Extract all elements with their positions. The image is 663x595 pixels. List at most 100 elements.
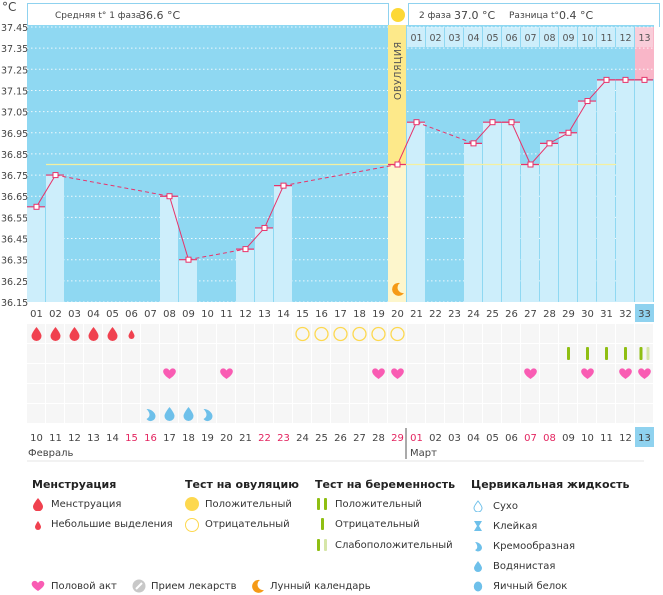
event-cell [236, 344, 254, 363]
temperature-point [185, 256, 192, 263]
event-cell [502, 384, 520, 403]
event-cell [483, 324, 501, 343]
calendar-date: 21 [239, 433, 252, 444]
legend-ovulation-test-title: Тест на овуляцию [185, 478, 299, 491]
temperature-point [394, 161, 401, 168]
event-cell [65, 344, 83, 363]
dpo-header-cell [464, 27, 482, 47]
event-cell [426, 344, 444, 363]
event-cell [141, 384, 159, 403]
event-cell [388, 384, 406, 403]
event-cell [46, 384, 64, 403]
x-tick-label: 03 [68, 309, 81, 320]
legend-ovtest-negative: Отрицательный [205, 519, 290, 530]
event-cell [198, 344, 216, 363]
x-tick-label: 06 [125, 309, 138, 320]
event-cell [635, 384, 653, 403]
event-cell [198, 384, 216, 403]
legend: Менструация Менструация Небольшие выделе… [0, 470, 663, 595]
temperature-point [641, 76, 648, 83]
pregnancy-test-faint-icon-bar [646, 347, 650, 360]
event-cell [293, 364, 311, 383]
temperature-point [546, 140, 553, 147]
creamy-icon [146, 409, 156, 421]
temperature-bar [255, 227, 273, 302]
event-cell [502, 324, 520, 343]
calendar-date: 18 [182, 433, 195, 444]
temperature-point [565, 129, 572, 136]
bbt-chart: 01 02 03 04 05 06 07 08 09 10 11 12 13 37.45 37.35 37.2… [1, 23, 654, 462]
event-cell [198, 324, 216, 343]
event-cell [426, 364, 444, 383]
calendar-date: 10 [581, 433, 594, 444]
phase1-label: Средняя t° 1 фаза [55, 11, 142, 21]
event-cell [635, 344, 653, 363]
x-tick-label: 15 [296, 309, 309, 320]
temperature-bar [540, 143, 558, 302]
ovulation-label: ОВУЛЯЦИЯ [393, 41, 404, 100]
x-tick-label: 23 [448, 309, 461, 320]
y-tick-label: 37.15 [1, 86, 28, 97]
calendar-date: 15 [125, 433, 138, 444]
temperature-bar [160, 196, 178, 302]
event-cell [46, 344, 64, 363]
moon-icon [392, 282, 404, 296]
y-tick-label: 36.15 [1, 298, 28, 309]
event-cell [521, 404, 539, 423]
x-tick-label: 26 [505, 309, 518, 320]
ovulation-test-negative-icon [371, 326, 386, 342]
x-tick-label: 21 [410, 309, 423, 320]
event-cell [293, 344, 311, 363]
dpo-label: 08 [543, 33, 555, 44]
today-axis-highlight [635, 304, 654, 322]
event-cell [84, 364, 102, 383]
temperature-bar [236, 249, 254, 302]
event-cell [597, 324, 615, 343]
event-cell [483, 404, 501, 423]
calendar-date: 28 [372, 433, 385, 444]
event-cell [502, 344, 520, 363]
event-cell [217, 384, 235, 403]
event-cell [122, 384, 140, 403]
dpo-label: 13 [638, 33, 650, 44]
event-cell [578, 384, 596, 403]
event-cell [483, 384, 501, 403]
y-tick-label: 36.35 [1, 256, 28, 267]
event-cell [84, 384, 102, 403]
temperature-point [242, 246, 249, 253]
event-cell [540, 364, 558, 383]
intercourse-heart-icon [619, 368, 632, 379]
dpo-label: 06 [505, 33, 517, 44]
x-tick-label: 28 [543, 309, 556, 320]
dpo-header-cell [502, 27, 520, 47]
calendar-date: 03 [448, 433, 461, 444]
event-cell [616, 404, 634, 423]
event-cell [445, 344, 463, 363]
legend-ovtest-positive: Положительный [205, 499, 292, 510]
calendar-date: 13 [638, 433, 651, 444]
calendar-date: 08 [543, 433, 556, 444]
y-tick-label: 36.95 [1, 129, 28, 140]
menstruation-drop-icon [31, 327, 42, 342]
x-tick-label: 01 [30, 309, 43, 320]
dpo-header-cell [635, 27, 653, 47]
legend-pregtest-positive: Положительный [335, 499, 422, 510]
event-cell [103, 384, 121, 403]
dpo-label: 03 [448, 33, 460, 44]
calendar-date: 07 [524, 433, 537, 444]
temperature-point [489, 119, 496, 126]
menstruation-drop-icon [33, 498, 43, 511]
y-axis-unit: °C [2, 0, 17, 14]
x-tick-label: 11 [220, 309, 233, 320]
dpo-header-cell [616, 27, 634, 47]
event-cell [255, 404, 273, 423]
moon-icon [252, 579, 264, 593]
event-cell [179, 364, 197, 383]
legend-pregtest-faint: Слабоположительный [335, 540, 453, 551]
event-cell [464, 344, 482, 363]
ovulation-column-lower [388, 164, 406, 302]
event-cell [236, 384, 254, 403]
temperature-line-segment [416, 121, 474, 144]
event-cell [597, 384, 615, 403]
temperature-bar [521, 164, 539, 302]
